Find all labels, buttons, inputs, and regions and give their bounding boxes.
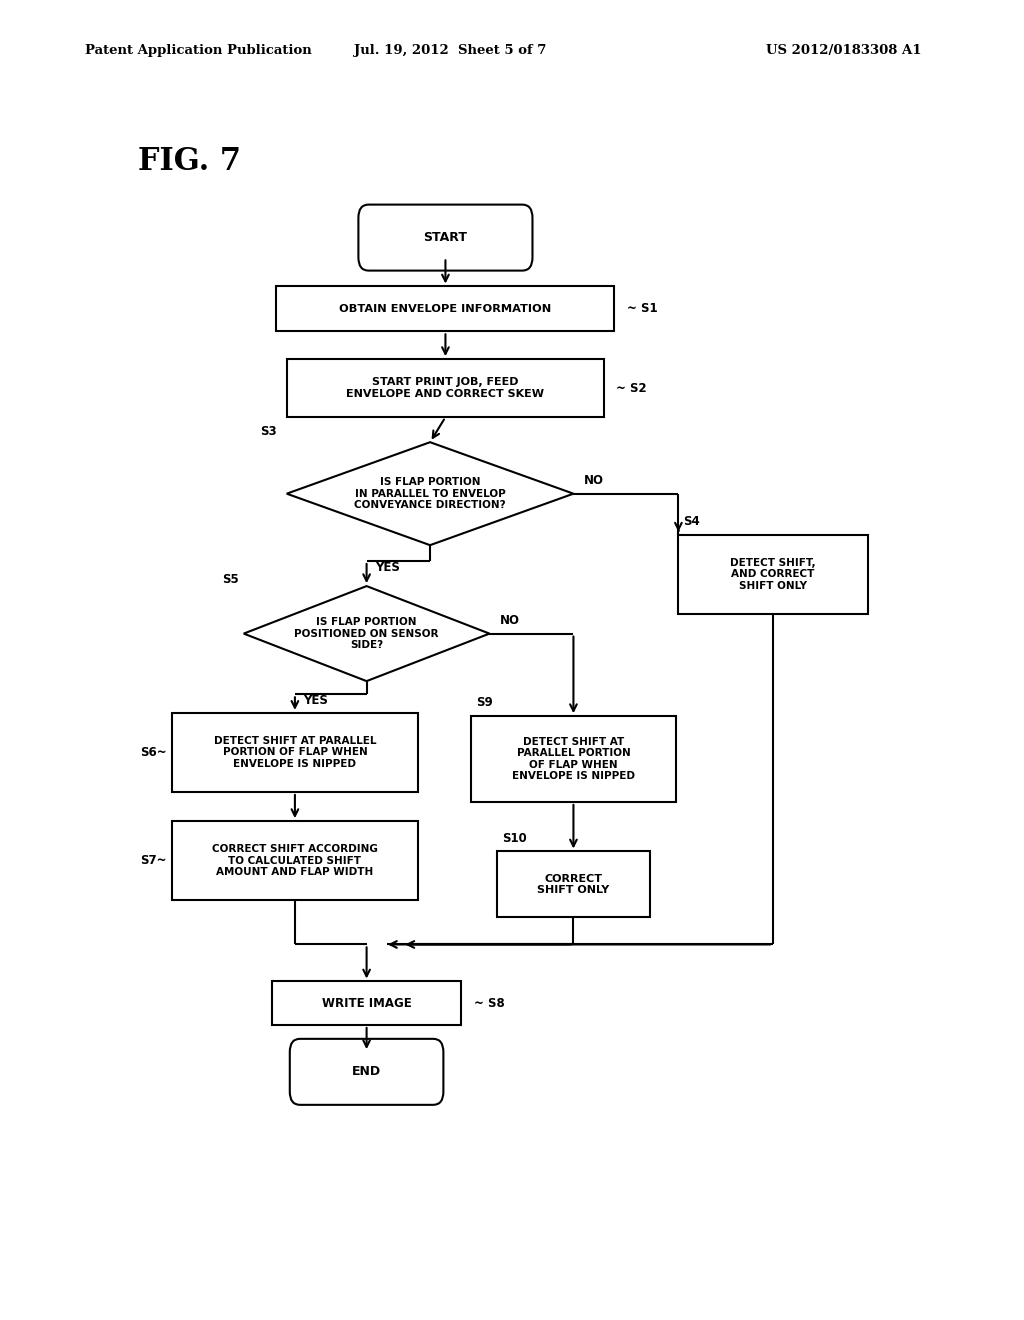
Polygon shape xyxy=(244,586,489,681)
Bar xyxy=(287,359,604,417)
FancyBboxPatch shape xyxy=(358,205,532,271)
Text: YES: YES xyxy=(375,561,399,574)
Text: IS FLAP PORTION
IN PARALLEL TO ENVELOP
CONVEYANCE DIRECTION?: IS FLAP PORTION IN PARALLEL TO ENVELOP C… xyxy=(354,477,506,511)
Text: DETECT SHIFT AT PARALLEL
PORTION OF FLAP WHEN
ENVELOPE IS NIPPED: DETECT SHIFT AT PARALLEL PORTION OF FLAP… xyxy=(214,735,376,770)
Text: S7~: S7~ xyxy=(140,854,167,867)
Text: Patent Application Publication: Patent Application Publication xyxy=(85,44,311,57)
Text: START PRINT JOB, FEED
ENVELOPE AND CORRECT SKEW: START PRINT JOB, FEED ENVELOPE AND CORRE… xyxy=(346,378,545,399)
Text: ~ S2: ~ S2 xyxy=(616,381,647,395)
Bar xyxy=(172,821,418,900)
Text: FIG. 7: FIG. 7 xyxy=(138,145,242,177)
Text: ~ S8: ~ S8 xyxy=(473,997,505,1010)
Text: S9: S9 xyxy=(476,697,493,709)
Text: S10: S10 xyxy=(502,832,526,845)
Bar xyxy=(678,535,867,614)
Bar xyxy=(271,982,461,1024)
Text: OBTAIN ENVELOPE INFORMATION: OBTAIN ENVELOPE INFORMATION xyxy=(339,304,552,314)
Bar xyxy=(172,713,418,792)
Text: CORRECT SHIFT ACCORDING
TO CALCULATED SHIFT
AMOUNT AND FLAP WIDTH: CORRECT SHIFT ACCORDING TO CALCULATED SH… xyxy=(212,843,378,878)
Text: WRITE IMAGE: WRITE IMAGE xyxy=(322,997,412,1010)
Text: US 2012/0183308 A1: US 2012/0183308 A1 xyxy=(766,44,922,57)
Text: S6~: S6~ xyxy=(140,746,167,759)
Text: Jul. 19, 2012  Sheet 5 of 7: Jul. 19, 2012 Sheet 5 of 7 xyxy=(354,44,547,57)
Bar xyxy=(497,851,650,917)
Text: S4: S4 xyxy=(684,515,700,528)
Text: DETECT SHIFT,
AND CORRECT
SHIFT ONLY: DETECT SHIFT, AND CORRECT SHIFT ONLY xyxy=(730,557,816,591)
Bar xyxy=(276,286,614,331)
Text: START: START xyxy=(424,231,467,244)
Text: S5: S5 xyxy=(222,573,239,586)
Text: ~ S1: ~ S1 xyxy=(627,302,657,315)
FancyBboxPatch shape xyxy=(290,1039,443,1105)
Text: IS FLAP PORTION
POSITIONED ON SENSOR
SIDE?: IS FLAP PORTION POSITIONED ON SENSOR SID… xyxy=(294,616,439,651)
Bar xyxy=(471,717,676,803)
Text: CORRECT
SHIFT ONLY: CORRECT SHIFT ONLY xyxy=(538,874,609,895)
Text: YES: YES xyxy=(303,694,328,708)
Text: S3: S3 xyxy=(260,425,276,438)
Polygon shape xyxy=(287,442,573,545)
Text: NO: NO xyxy=(584,474,604,487)
Text: DETECT SHIFT AT
PARALLEL PORTION
OF FLAP WHEN
ENVELOPE IS NIPPED: DETECT SHIFT AT PARALLEL PORTION OF FLAP… xyxy=(512,737,635,781)
Text: NO: NO xyxy=(500,614,520,627)
Text: END: END xyxy=(352,1065,381,1078)
